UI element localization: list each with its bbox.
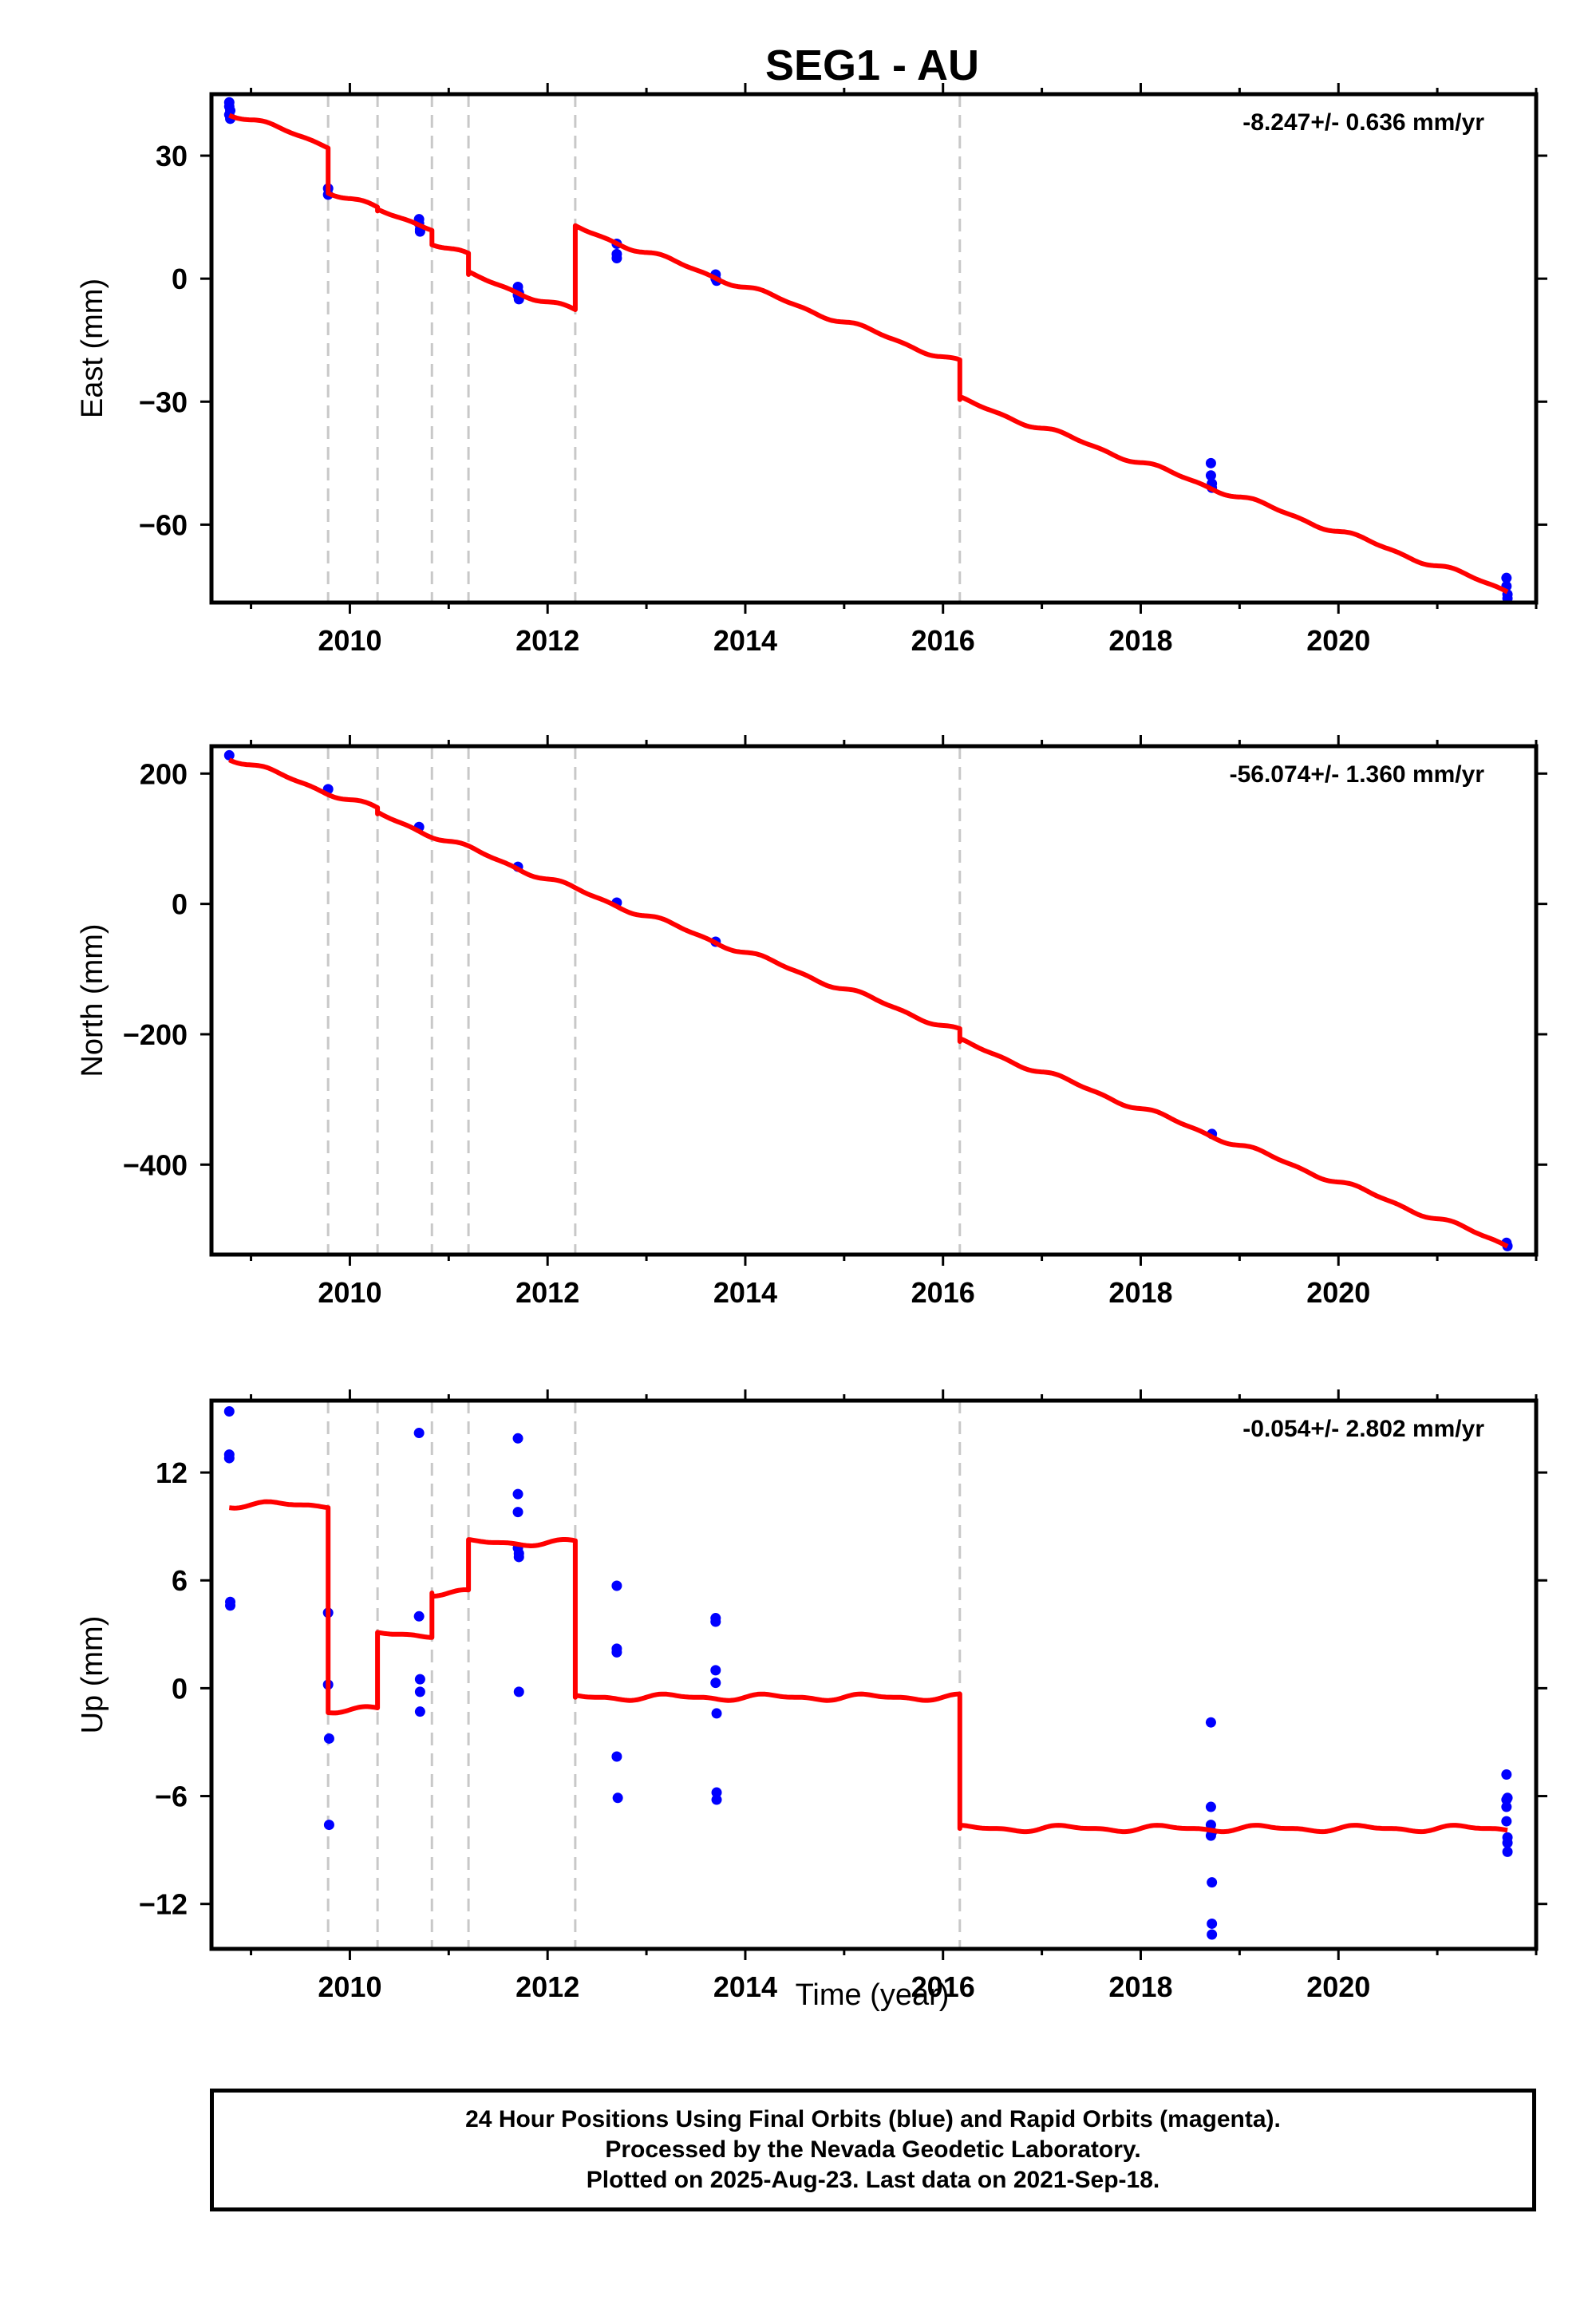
east-x-tick-label-2020: 2020 <box>1306 624 1370 657</box>
up-data-point <box>414 1674 425 1685</box>
up-data-point <box>611 1580 622 1591</box>
up-data-point <box>223 1452 235 1464</box>
up-x-tick-label-2018: 2018 <box>1108 1970 1172 2003</box>
up-axes-frame <box>209 1398 1539 1951</box>
north-y-axis-label: North (mm) <box>76 923 109 1077</box>
up-panel: 2010 2012 2014 2016 2018 2020 12 6 0 −6 −12 Up (mm)… <box>76 1389 1547 2003</box>
up-data-point <box>612 1792 623 1804</box>
north-x-tick-label-2018: 2018 <box>1108 1276 1172 1309</box>
up-data-point <box>1207 1877 1218 1888</box>
north-y-tick-label-0: 0 <box>172 888 188 921</box>
up-data-point <box>223 1406 235 1417</box>
east-axes-frame <box>209 92 1539 605</box>
up-data-point <box>711 1708 722 1719</box>
north-x-tick-label-2020: 2020 <box>1306 1276 1370 1309</box>
up-data-point <box>1502 1792 1513 1804</box>
north-rate-label: -56.074+/- 1.360 mm/yr <box>1230 761 1485 788</box>
east-y-tick-label--60: −60 <box>139 508 188 541</box>
up-data-point <box>512 1507 523 1518</box>
up-data-point <box>710 1678 721 1689</box>
east-x-tick-label-2018: 2018 <box>1108 624 1172 657</box>
footer-box: 24 Hour Positions Using Final Orbits (bl… <box>210 2089 1536 2211</box>
east-model-line <box>228 113 1509 595</box>
up-data-point <box>711 1794 722 1805</box>
up-y-tick-label-0: 0 <box>172 1672 188 1705</box>
up-y-tick-label--6: −6 <box>155 1780 188 1813</box>
north-data-point <box>223 749 235 761</box>
up-x-tick-label-2012: 2012 <box>516 1970 579 2003</box>
chart-title: SEG1 - AU <box>765 41 979 89</box>
east-x-tick-label-2010: 2010 <box>318 624 381 657</box>
up-data-point <box>413 1428 425 1439</box>
x-axis-label: Time (year) <box>796 1978 950 2012</box>
up-x-tick-label-2010: 2010 <box>318 1970 381 2003</box>
up-data-point <box>710 1616 721 1627</box>
up-data-point <box>414 1706 425 1717</box>
east-data-point <box>1502 593 1513 603</box>
up-y-axis-label: Up (mm) <box>76 1616 109 1734</box>
east-data-point <box>1205 470 1216 481</box>
east-y-axis-label: East (mm) <box>76 279 109 418</box>
up-model-line <box>229 1499 1508 1835</box>
up-data-point <box>711 1787 722 1798</box>
up-y-tick-label-6: 6 <box>172 1564 188 1597</box>
footer-line-3: Plotted on 2025-Aug-23. Last data on 202… <box>586 2167 1160 2193</box>
up-x-tick-label-2014: 2014 <box>713 1970 777 2003</box>
footer-line-1: 24 Hour Positions Using Final Orbits (bl… <box>465 2106 1281 2132</box>
east-data-point <box>611 252 622 263</box>
north-x-tick-label-2012: 2012 <box>516 1276 579 1309</box>
north-y-tick-label-200: 200 <box>140 757 188 790</box>
east-y-tick-label--30: −30 <box>139 385 188 418</box>
up-y-tick-label--12: −12 <box>139 1888 188 1921</box>
east-panel: 2010 2012 2014 2016 2018 2020 30 0 −30 −60 East (m… <box>76 83 1547 657</box>
north-model-line <box>228 757 1509 1249</box>
east-x-tick-label-2014: 2014 <box>713 624 777 657</box>
up-data-point <box>1205 1801 1216 1812</box>
up-data-point <box>1502 1846 1513 1857</box>
up-data-point <box>1205 1717 1216 1728</box>
east-data-point <box>1501 572 1512 583</box>
up-y-tick-label-12: 12 <box>156 1456 188 1489</box>
up-data-point <box>512 1433 523 1444</box>
up-data-point <box>513 1686 524 1697</box>
footer-line-2: Processed by the Nevada Geodetic Laborat… <box>605 2136 1141 2163</box>
up-data-point <box>1207 1929 1218 1940</box>
north-x-tick-label-2010: 2010 <box>318 1276 381 1309</box>
east-y-tick-label-0: 0 <box>172 263 188 295</box>
up-data-point <box>1501 1769 1512 1780</box>
up-data-point <box>414 1686 425 1697</box>
up-data-point <box>710 1665 721 1676</box>
north-panel: 2010 2012 2014 2016 2018 2020 200 0 −200 −400 Nort… <box>76 735 1547 1309</box>
up-data-point <box>1501 1816 1512 1827</box>
north-x-tick-label-2016: 2016 <box>911 1276 975 1309</box>
up-x-tick-label-2016: 2016 <box>911 1970 975 2003</box>
up-data-point <box>323 1820 334 1831</box>
up-data-point <box>1501 1801 1512 1812</box>
up-x-tick-label-2020: 2020 <box>1306 1970 1370 2003</box>
east-y-tick-label-30: 30 <box>156 140 188 172</box>
north-x-tick-label-2014: 2014 <box>713 1276 777 1309</box>
up-data-point <box>611 1751 622 1762</box>
north-axes-frame <box>209 744 1539 1257</box>
east-x-tick-label-2012: 2012 <box>516 624 579 657</box>
east-data-point <box>1205 457 1216 468</box>
up-data-point <box>513 1551 524 1563</box>
east-rate-label: -8.247+/- 0.636 mm/yr <box>1242 109 1484 136</box>
up-rate-label: -0.054+/- 2.802 mm/yr <box>1242 1416 1484 1442</box>
east-x-tick-label-2016: 2016 <box>911 624 975 657</box>
north-y-tick-label--400: −400 <box>123 1148 188 1181</box>
up-data-point <box>1207 1918 1218 1929</box>
up-data-point <box>323 1733 334 1744</box>
up-data-point <box>512 1488 523 1500</box>
east-data-point <box>225 105 236 117</box>
up-data-point <box>413 1611 425 1622</box>
up-data-point <box>1502 1837 1513 1848</box>
up-data-point <box>225 1600 236 1611</box>
north-y-tick-label--200: −200 <box>123 1018 188 1051</box>
up-data-point <box>611 1646 622 1658</box>
